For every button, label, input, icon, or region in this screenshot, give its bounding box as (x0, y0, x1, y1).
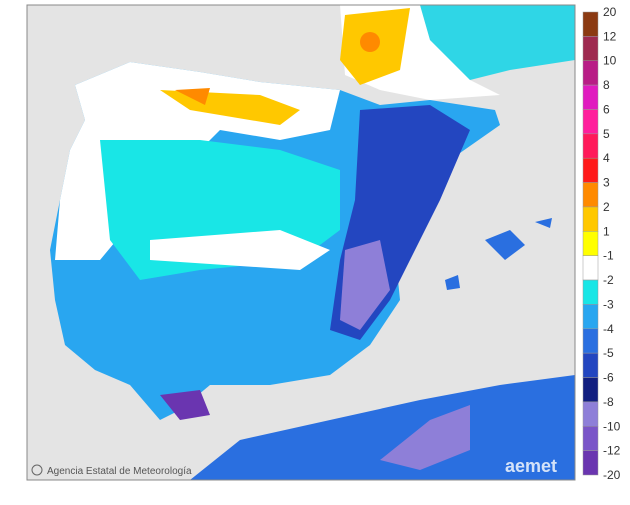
north-hot (175, 88, 210, 105)
legend-label: 12 (603, 29, 617, 43)
copyright-icon (31, 464, 43, 476)
africa-cold (190, 375, 575, 480)
legend-label: -3 (603, 297, 614, 311)
legend-swatch (582, 36, 599, 61)
france-cold (420, 5, 575, 80)
legend-swatch (582, 450, 599, 476)
legend-swatch (582, 304, 599, 330)
legend-swatch (582, 60, 599, 86)
legend-swatch (582, 157, 599, 183)
legend-label: 4 (603, 151, 610, 165)
color-legend: 20 12 10 8 6 5 4 3 2 1 -1 -2 -3 -4 -5 -6 -8 -10 -12 -20 (582, 5, 621, 482)
legend-swatch (582, 231, 599, 256)
credit: Agencia Estatal de Meteorología (47, 466, 192, 477)
legend-label: 8 (603, 78, 610, 92)
legend-swatch (582, 377, 599, 403)
map-frame (26, 4, 576, 481)
legend-swatch (582, 279, 599, 305)
legend-label: -6 (603, 371, 614, 385)
legend-label: -4 (603, 322, 614, 336)
legend-label: -8 (603, 395, 614, 409)
legend-swatch (582, 182, 599, 208)
legend-label: 6 (603, 102, 610, 116)
ibiza (445, 275, 460, 290)
legend-label: 2 (603, 200, 610, 214)
atlas-very-cold (380, 405, 470, 470)
very-cold-east (340, 240, 390, 330)
legend-label: -10 (603, 419, 621, 433)
legend-swatch (582, 11, 599, 37)
legend-label: -12 (603, 444, 621, 458)
legend-swatch (582, 352, 599, 378)
legend-swatch (582, 255, 599, 281)
watermark: aemet (505, 456, 557, 476)
france-hot (360, 32, 380, 52)
legend-swatch (582, 84, 599, 110)
legend-swatch (582, 206, 599, 232)
legend-label: 20 (603, 5, 617, 19)
legend-swatch (582, 133, 599, 159)
legend-label: 10 (603, 54, 617, 68)
legend-swatch (582, 426, 599, 451)
legend-swatch (582, 401, 599, 427)
legend-label: -20 (603, 468, 621, 482)
legend-label: -5 (603, 346, 614, 360)
south-very-cold (160, 390, 210, 420)
mallorca (485, 230, 525, 260)
legend-label: 5 (603, 127, 610, 141)
map (26, 4, 576, 481)
warm-band (150, 230, 330, 270)
legend-swatch (582, 328, 599, 354)
legend-label: 3 (603, 176, 610, 190)
menorca (535, 218, 552, 228)
legend-swatch (582, 109, 599, 135)
legend-label: 1 (603, 224, 610, 238)
legend-label: -2 (603, 273, 614, 287)
legend-label: -1 (603, 249, 614, 263)
